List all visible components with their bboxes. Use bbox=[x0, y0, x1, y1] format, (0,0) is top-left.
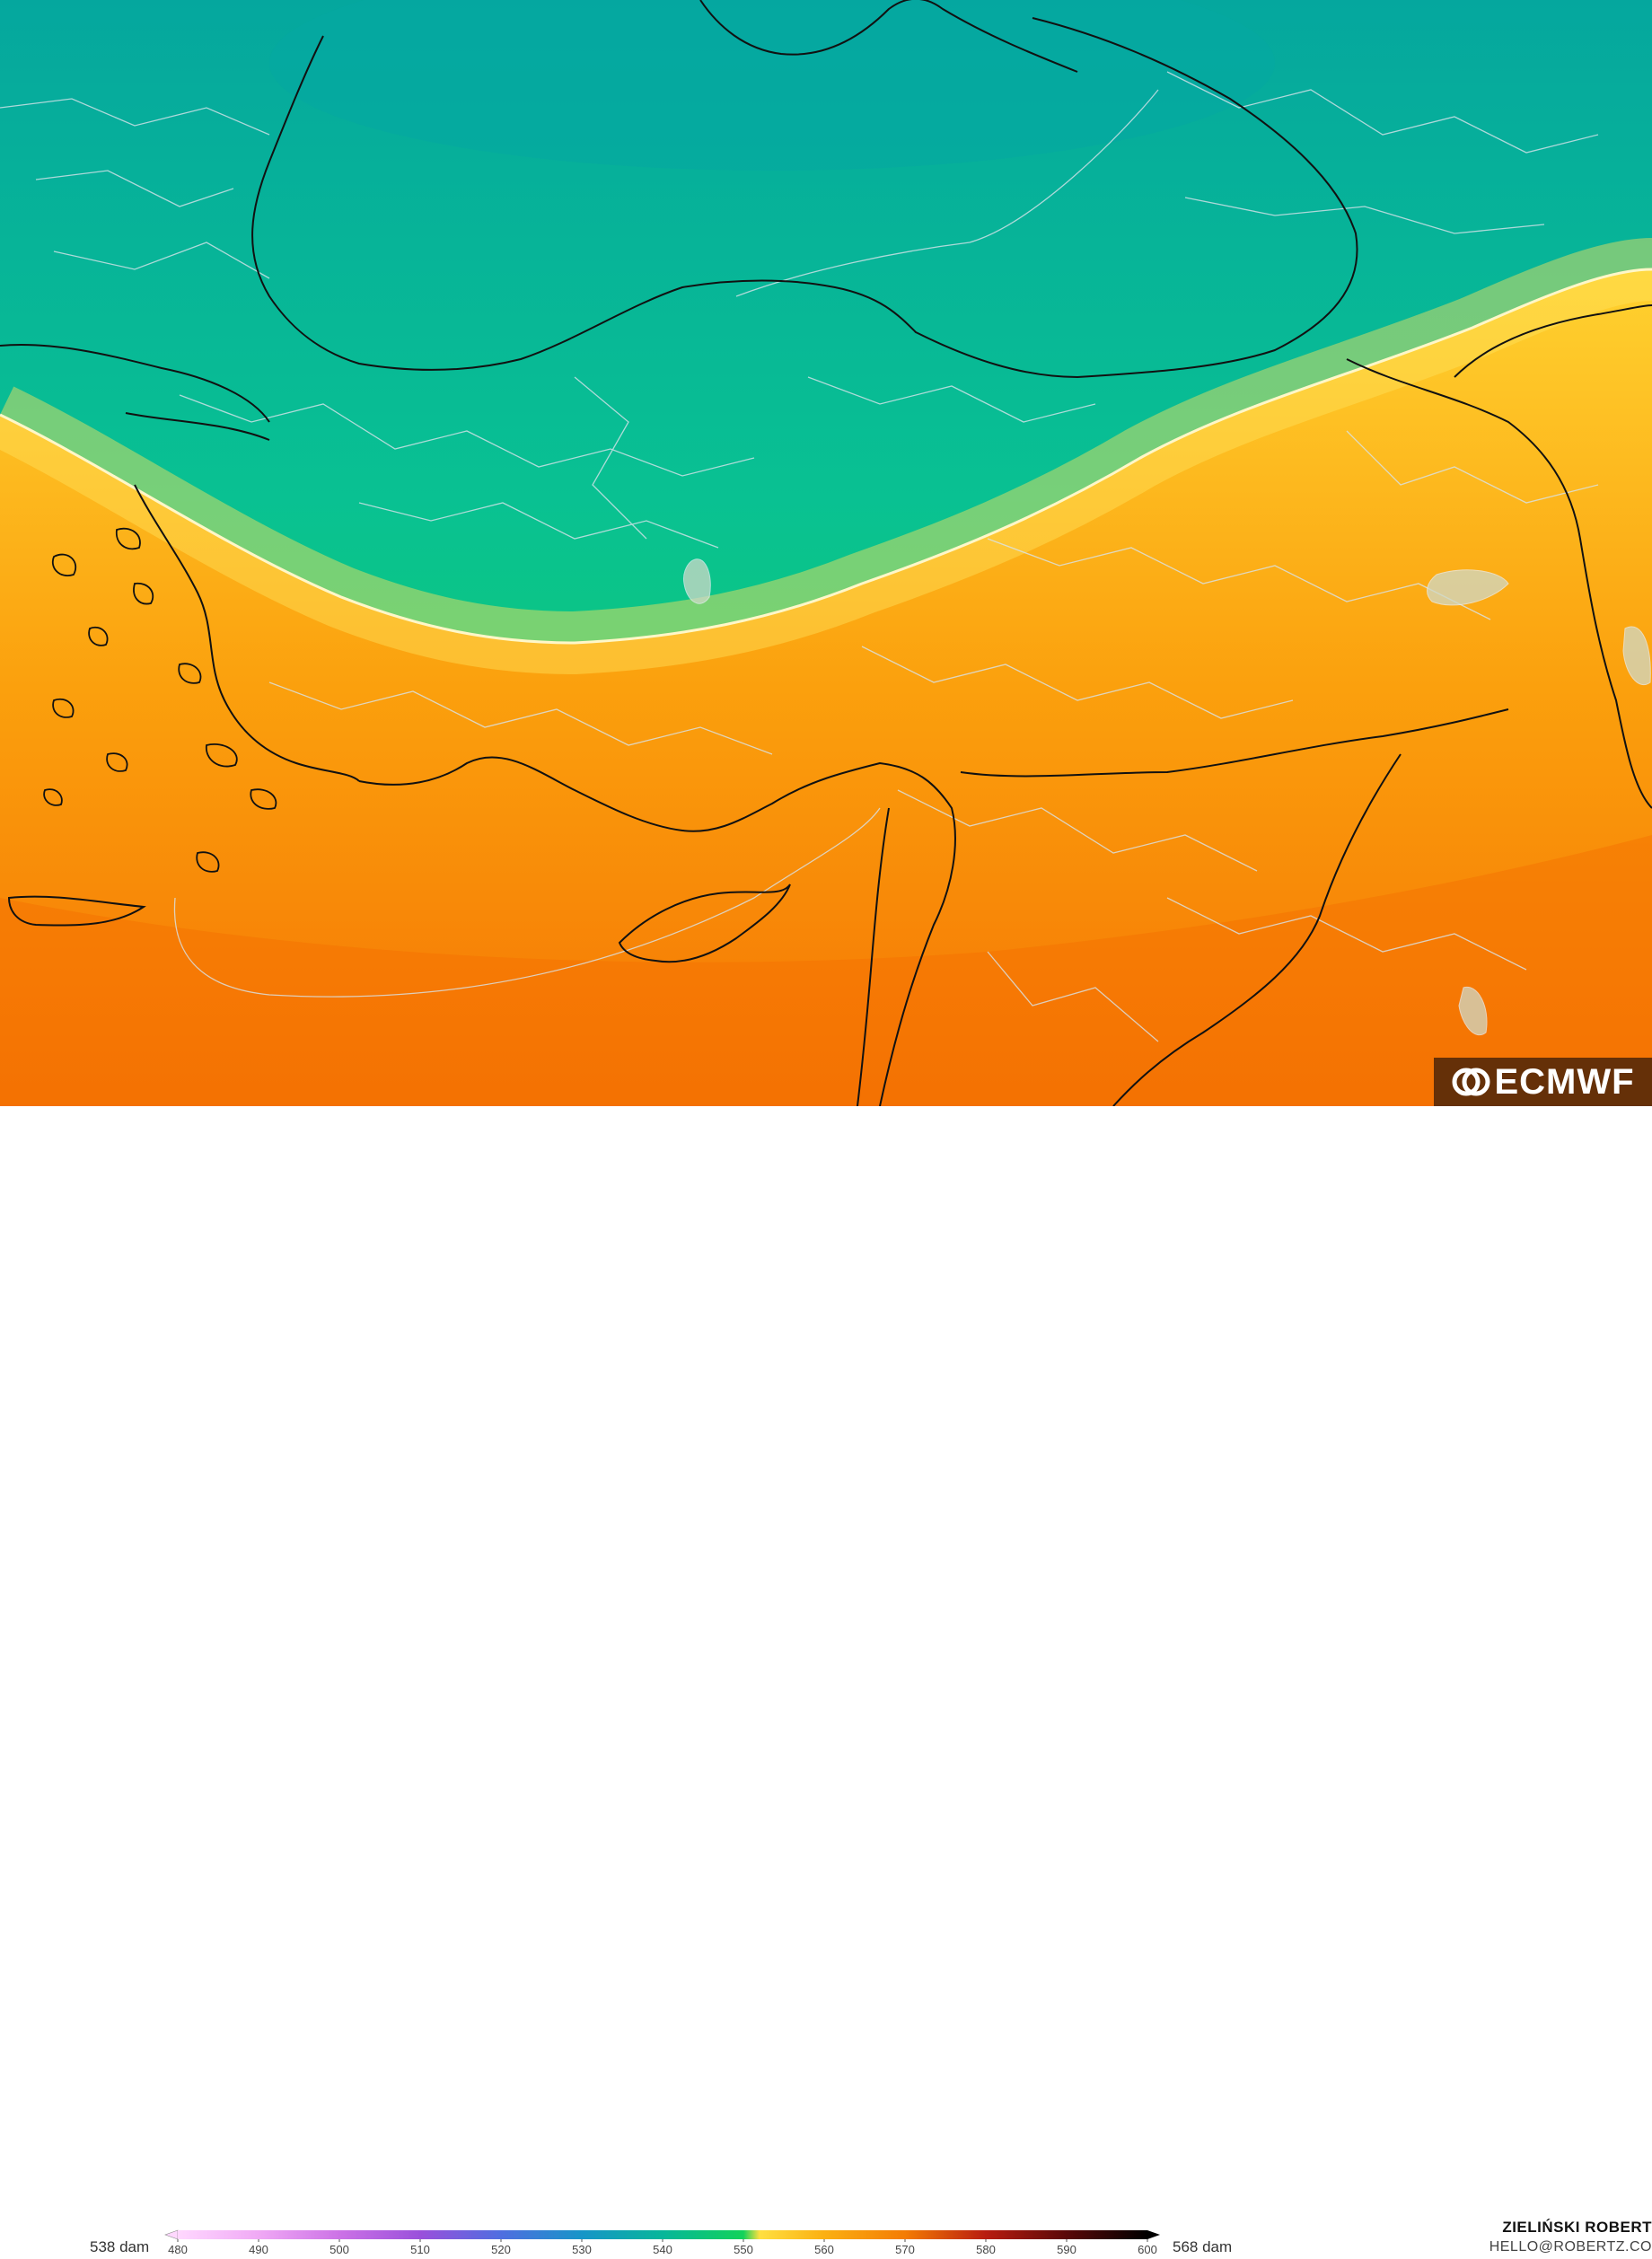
ecmwf-logo-text: ECMWF bbox=[1494, 1061, 1635, 1102]
admin-borders bbox=[0, 71, 1599, 1042]
colorbar-tick-label: 580 bbox=[976, 2243, 996, 2256]
colorbar-tick-label: 520 bbox=[491, 2243, 511, 2256]
legend-min-label: 538 dam bbox=[90, 2238, 150, 2255]
colorbar-gradient bbox=[178, 2230, 1147, 2239]
author-credit: ZIELIŃSKI ROBERT bbox=[1502, 2219, 1652, 2236]
legend-max-label: 568 dam bbox=[1173, 2238, 1233, 2255]
author-email: HELLO@ROBERTZ.CO bbox=[1489, 2239, 1652, 2255]
colorbar-tick-label: 480 bbox=[168, 2243, 188, 2256]
boundary-contour bbox=[0, 268, 1652, 645]
lakes bbox=[683, 558, 1651, 1035]
colorbar-tick-label: 550 bbox=[734, 2243, 753, 2256]
geopotential-map: ECMWF bbox=[0, 0, 1652, 1106]
ecmwf-logo: ECMWF bbox=[1434, 1058, 1652, 1106]
colorbar-tick-label: 590 bbox=[1057, 2243, 1076, 2256]
colorbar-tick-label: 500 bbox=[330, 2243, 349, 2256]
aegean-islands bbox=[43, 527, 277, 873]
colorbar: 480 490 500 510 520 530 540 550 560 570 580 590 600 bbox=[164, 2229, 1160, 2256]
ecmwf-logo-icon bbox=[1452, 1068, 1490, 1096]
colorbar-min-arrow bbox=[164, 2229, 179, 2240]
colorbar-tick-label: 600 bbox=[1138, 2243, 1157, 2256]
warm-region bbox=[0, 269, 1652, 1106]
colorbar-tick-label: 570 bbox=[895, 2243, 915, 2256]
warm-core bbox=[0, 835, 1652, 1106]
cold-core bbox=[269, 0, 1275, 171]
legend-footer: 538 dam 480 490 500 510 520 530 540 550 560 570 58… bbox=[0, 1106, 1652, 2256]
colorbar-tick-label: 530 bbox=[572, 2243, 592, 2256]
country-borders bbox=[0, 0, 1652, 1106]
colorbar-tick-label: 540 bbox=[653, 2243, 672, 2256]
colorbar-tick-label: 560 bbox=[814, 2243, 834, 2256]
colorbar-tick-label: 490 bbox=[249, 2243, 268, 2256]
colorbar-max-arrow bbox=[1147, 2230, 1160, 2239]
colorbar-tick-label: 510 bbox=[410, 2243, 430, 2256]
map-canvas bbox=[0, 0, 1652, 1106]
